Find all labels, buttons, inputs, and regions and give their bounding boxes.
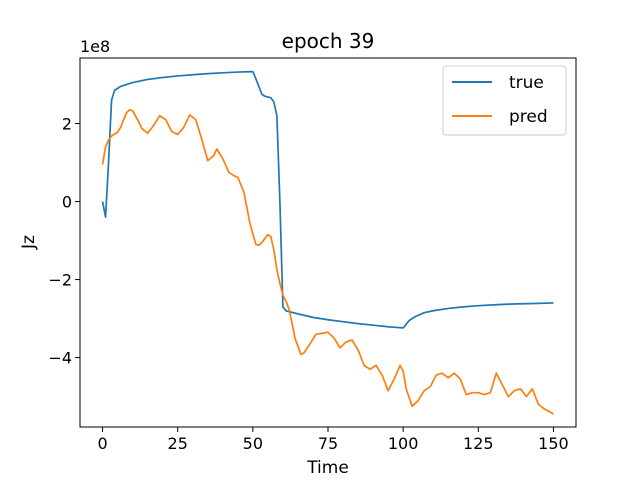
x-axis-label: Time [306, 458, 349, 478]
y-axis: −4 −2 0 2 [48, 115, 80, 368]
x-tick-label: 100 [388, 434, 419, 453]
chart-title: epoch 39 [282, 29, 375, 53]
y-tick-label: −2 [48, 271, 72, 290]
y-tick-label: 0 [62, 193, 72, 212]
x-tick-label: 75 [318, 434, 338, 453]
x-tick-label: 125 [463, 434, 494, 453]
legend: true pred [442, 65, 567, 136]
y-tick-label: −4 [48, 349, 72, 368]
y-axis-label: Jz [19, 235, 39, 250]
plot-area [101, 70, 554, 415]
y-tick-label: 2 [62, 115, 72, 134]
series-line-pred [101, 109, 554, 415]
x-tick-label: 50 [243, 434, 263, 453]
legend-label-pred: pred [509, 107, 548, 127]
x-tick-label: 0 [97, 434, 107, 453]
y-offset-label: 1e8 [80, 37, 110, 56]
x-tick-label: 150 [538, 434, 569, 453]
x-tick-label: 25 [168, 434, 188, 453]
x-axis: 0 25 50 75 100 125 150 [97, 427, 569, 453]
legend-box [442, 65, 567, 136]
legend-label-true: true [509, 73, 544, 93]
series-line-true [101, 70, 554, 329]
